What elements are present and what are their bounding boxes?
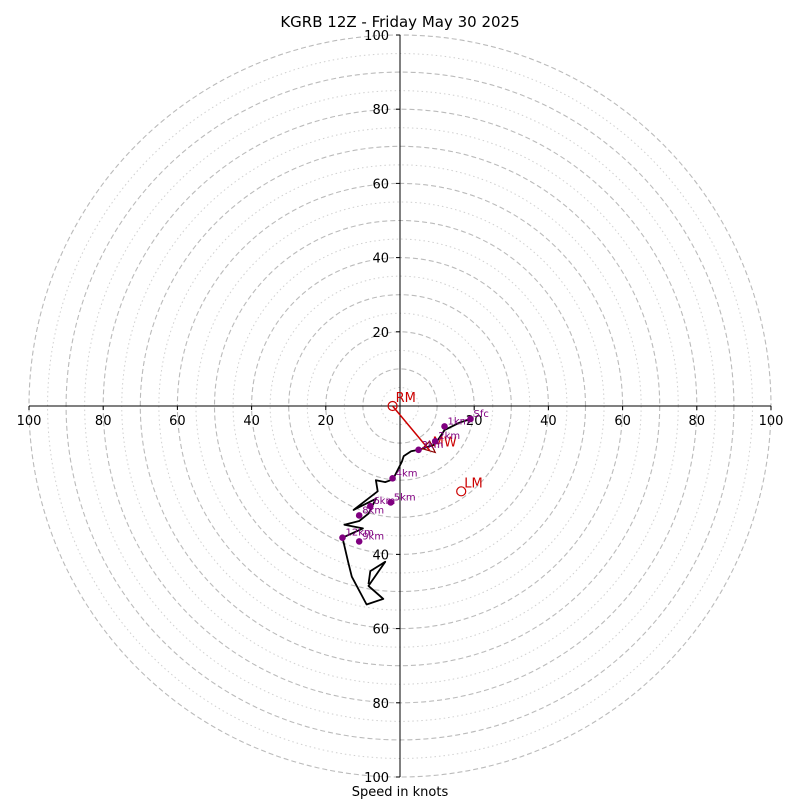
y-tick-label: 40 bbox=[372, 252, 389, 267]
storm-motion-group: RM LM MW bbox=[387, 391, 483, 497]
y-tick-label: 100 bbox=[364, 29, 389, 44]
x-tick-label: 80 bbox=[689, 414, 706, 429]
shear-vector-line bbox=[392, 405, 431, 452]
storm-motion-label: MW bbox=[433, 436, 457, 451]
x-tick-label: 60 bbox=[614, 414, 631, 429]
x-tick-label: 20 bbox=[318, 414, 335, 429]
x-tick-label: 100 bbox=[17, 414, 42, 429]
height-marker-label: 9km bbox=[362, 531, 384, 542]
height-marker-dot bbox=[415, 446, 422, 454]
height-marker-dot bbox=[367, 502, 374, 510]
height-marker-dot bbox=[339, 534, 346, 542]
x-axis-label: Speed in knots bbox=[352, 785, 449, 800]
x-tick-label: 60 bbox=[169, 414, 186, 429]
y-tick-label: 40 bbox=[372, 548, 389, 563]
y-tick-label: 100 bbox=[364, 771, 389, 786]
height-marker-label: 6km bbox=[373, 496, 395, 507]
height-marker-dot bbox=[387, 499, 395, 506]
x-tick-label: 40 bbox=[243, 414, 260, 429]
y-tick-label: 60 bbox=[372, 623, 389, 638]
storm-motion-marker bbox=[456, 486, 467, 497]
height-marker-dot bbox=[431, 437, 439, 445]
storm-motion-label: RM bbox=[396, 391, 416, 406]
height-marker-label: 4km bbox=[396, 468, 418, 479]
x-tick-label: 100 bbox=[759, 414, 784, 429]
y-tick-label: 20 bbox=[372, 326, 389, 341]
height-marker-label: 1km bbox=[448, 416, 470, 427]
height-marker-label: 3km bbox=[422, 440, 444, 451]
height-marker-dot bbox=[389, 475, 396, 482]
height-marker-dot bbox=[355, 538, 363, 545]
height-marker-dot bbox=[355, 512, 363, 519]
height-marker-label: 12km bbox=[345, 528, 373, 539]
tick-labels: 100 80 60 40 20 20 40 60 80 100100806040204060801… bbox=[17, 29, 784, 786]
y-tick-label: 60 bbox=[372, 177, 389, 192]
height-marker-label: Sfc bbox=[473, 409, 488, 420]
y-tick-label: 80 bbox=[372, 103, 389, 118]
storm-motion-marker bbox=[387, 400, 398, 412]
chart-title: KGRB 12Z - Friday May 30 2025 bbox=[280, 13, 519, 31]
height-marker-label: 8km bbox=[362, 505, 384, 516]
height-marker-label: 2km bbox=[438, 431, 460, 442]
height-marker-dot bbox=[441, 423, 448, 430]
axes bbox=[28, 34, 772, 778]
storm-motion-label: LM bbox=[464, 476, 482, 491]
x-tick-label: 40 bbox=[540, 414, 557, 429]
x-tick-label: 80 bbox=[95, 414, 112, 429]
height-marker-dot bbox=[467, 415, 474, 423]
height-marker-label: 5km bbox=[394, 492, 416, 503]
y-tick-label: 80 bbox=[372, 697, 389, 712]
